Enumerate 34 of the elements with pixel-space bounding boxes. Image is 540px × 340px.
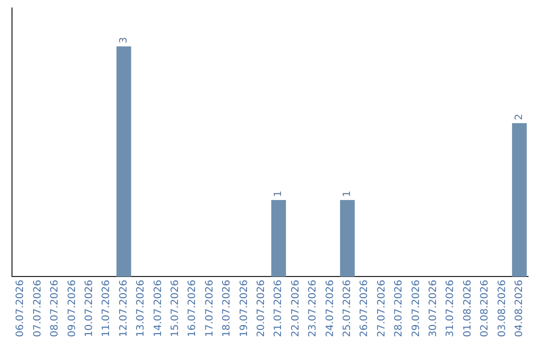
- x-tick-label: 12.07.2026: [118, 280, 130, 338]
- x-tick-label: 31.07.2026: [445, 280, 456, 338]
- x-tick-label: 10.07.2026: [84, 280, 95, 338]
- data-label: 1: [273, 190, 284, 197]
- x-tick-label: 18.07.2026: [222, 280, 233, 338]
- x-tick-label: 25.07.2026: [342, 280, 353, 338]
- x-tick-label: 28.07.2026: [394, 280, 405, 338]
- x-tick-label: 03.08.2026: [496, 280, 508, 338]
- x-tick-label: 09.07.2026: [66, 280, 78, 338]
- x-tick-label: 19.07.2026: [238, 280, 250, 338]
- x-tick-label: 26.07.2026: [359, 280, 370, 338]
- x-tick-label: 02.08.2026: [480, 280, 491, 338]
- x-tick-label: 04.08.2026: [514, 280, 525, 338]
- x-tick-label: 17.07.2026: [204, 280, 216, 338]
- x-tick-label: 30.07.2026: [428, 280, 439, 338]
- x-tick-label: 07.07.2026: [32, 280, 44, 338]
- x-tick-label: 13.07.2026: [136, 280, 147, 338]
- x-tick-label: 29.07.2026: [410, 280, 422, 338]
- x-tick-label: 16.07.2026: [187, 280, 198, 338]
- data-label: 1: [342, 190, 353, 197]
- x-tick-label: 21.07.2026: [273, 280, 284, 338]
- x-tick-label: 22.07.2026: [290, 280, 302, 338]
- data-label: 2: [514, 114, 525, 120]
- data-label: 3: [118, 37, 130, 44]
- x-tick-label: 27.07.2026: [376, 280, 388, 338]
- x-tick-label: 08.07.2026: [50, 280, 61, 338]
- x-tick-label: 23.07.2026: [308, 280, 319, 338]
- x-tick-label: 20.07.2026: [256, 280, 267, 338]
- x-tick-label: 14.07.2026: [152, 280, 164, 338]
- x-tick-label: 06.07.2026: [15, 280, 26, 338]
- x-tick-label: 11.07.2026: [101, 280, 112, 338]
- x-tick-label: 01.08.2026: [462, 280, 474, 338]
- x-tick-label: 15.07.2026: [170, 280, 181, 338]
- x-tick-label: 24.07.2026: [324, 280, 336, 338]
